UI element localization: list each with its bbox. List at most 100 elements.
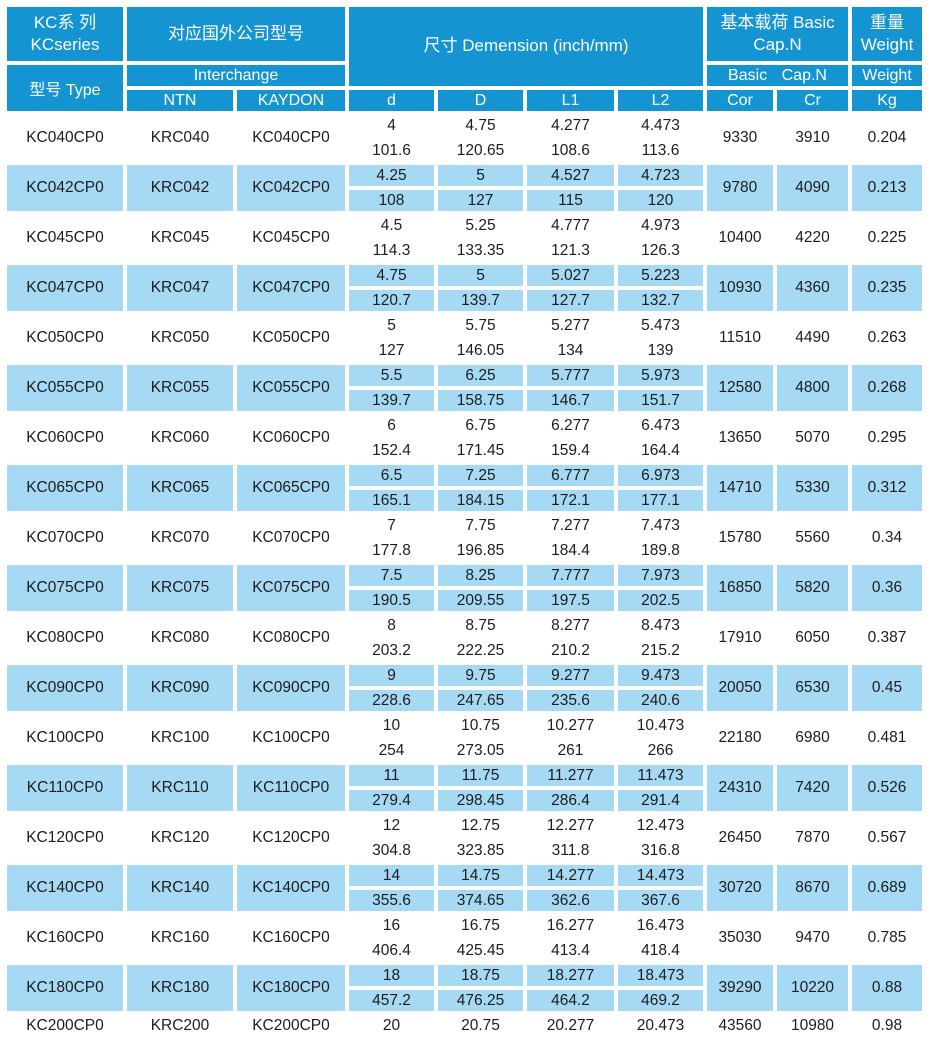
table-row-mm: 120.7 139.7 127.7 132.7 <box>7 290 922 311</box>
dim-d-inch: 18 <box>349 965 434 986</box>
dim-L1-inch: 6.277 <box>551 416 590 434</box>
kg-cell: 0.526 <box>852 765 923 811</box>
header-weight-line2: Weight <box>860 35 914 54</box>
dim-L1-mm: 362.6 <box>527 890 614 911</box>
dim-L2-mm: 367.6 <box>618 890 703 911</box>
header-col-L1: L1 <box>527 90 614 111</box>
table-row-mm: 108 127 115 120 <box>7 190 922 211</box>
dim-L1-inch: 4.527 <box>527 165 614 186</box>
header-basic-cap-line2: Cap.N <box>753 35 802 54</box>
ntn-cell: KRC140 <box>127 865 233 911</box>
cor-cell: 9780 <box>707 165 773 211</box>
ntn-cell: KRC090 <box>127 665 233 711</box>
dim-D-inch: 18.75 <box>438 965 523 986</box>
ntn-cell: KRC075 <box>127 565 233 611</box>
cr-cell: 9470 <box>795 929 830 946</box>
dim-L1-mm: 235.6 <box>527 690 614 711</box>
dim-d-mm: 101.6 <box>372 141 411 159</box>
kaydon-cell: KC055CP0 <box>237 365 345 411</box>
dim-d-inch: 5 <box>387 316 396 334</box>
dim-D-inch: 12.75 <box>461 816 500 834</box>
dim-d-inch: 4 <box>387 116 396 134</box>
dim-d-mm: 190.5 <box>349 590 434 611</box>
dim-L1-inch: 6.777 <box>527 465 614 486</box>
dim-L2-mm: 418.4 <box>641 941 680 959</box>
dim-L1-mm: 286.4 <box>527 790 614 811</box>
kaydon-cell: KC120CP0 <box>252 829 330 846</box>
type-cell: KC120CP0 <box>26 829 104 846</box>
dim-D-inch: 5 <box>438 265 523 286</box>
dim-L2-mm: 151.7 <box>618 390 703 411</box>
ntn-cell: KRC045 <box>150 229 210 246</box>
dim-d-mm: 139.7 <box>349 390 434 411</box>
ntn-cell: KRC070 <box>150 529 210 546</box>
cr-cell: 10220 <box>777 965 849 1011</box>
dim-d-mm: 152.4 <box>372 441 411 459</box>
dim-L1-inch: 9.277 <box>527 665 614 686</box>
kg-cell: 0.204 <box>867 129 907 146</box>
dim-L2-inch: 12.473 <box>636 816 685 834</box>
dim-D-mm: 146.05 <box>456 341 505 359</box>
dim-L1-inch: 5.777 <box>527 365 614 386</box>
dim-D-inch: 10.75 <box>461 716 500 734</box>
header-weight-group: 重量 Weight <box>852 7 923 61</box>
kg-cell: 0.481 <box>867 729 907 746</box>
dim-L2-mm: 139 <box>647 341 674 359</box>
dim-d-mm: 108 <box>349 190 434 211</box>
dim-d-mm: 177.8 <box>372 541 411 559</box>
dim-d-mm: 114.3 <box>372 241 411 259</box>
dim-L1-inch: 4.277 <box>551 116 590 134</box>
dim-L1-inch: 14.277 <box>527 865 614 886</box>
type-cell: KC047CP0 <box>7 265 123 311</box>
ntn-cell: KRC050 <box>150 329 210 346</box>
dim-L1-mm: 311.8 <box>551 841 590 859</box>
dim-D-inch: 16.75 <box>461 916 500 934</box>
dim-L2-inch: 7.973 <box>618 565 703 586</box>
dim-D-inch: 4.75 <box>465 116 496 134</box>
table-row: KC140CP0 KRC140 KC140CP0 14 14.75 14.277 14.47… <box>7 865 923 911</box>
cor-cell: 9330 <box>722 129 758 146</box>
dim-L2-mm: 164.4 <box>641 441 680 459</box>
header-row-columns: NTN KAYDON d D L1 L2 Cor Cr Kg <box>7 90 923 111</box>
ntn-cell: KRC120 <box>150 829 210 846</box>
dim-d-inch: 6 <box>387 416 396 434</box>
cor-cell: 15780 <box>718 529 762 546</box>
cr-cell: 7420 <box>777 765 849 811</box>
table-row: KC160CP0 KRC160 KC160CP0 16 16.75 16.277 16.47… <box>7 915 922 947</box>
dim-L1-inch: 8.277 <box>551 616 590 634</box>
kaydon-cell: KC047CP0 <box>237 265 345 311</box>
header-dimension-group: 尺寸 Demension (inch/mm) <box>349 7 703 86</box>
table-row: KC110CP0 KRC110 KC110CP0 11 11.75 11.277 11.47… <box>7 765 923 811</box>
type-cell: KC160CP0 <box>26 929 104 946</box>
header-kc-series: KC系 列 KCseries <box>7 7 123 61</box>
dim-L2-inch: 5.473 <box>641 316 680 334</box>
dim-L1-mm: 134 <box>557 341 584 359</box>
header-kc-series-line2: KCseries <box>30 35 100 54</box>
cr-cell: 7870 <box>795 829 830 846</box>
dim-D-mm: 247.65 <box>438 690 523 711</box>
header-basic-cap-sub: Basic Cap.N <box>707 65 849 86</box>
dim-d-inch: 8 <box>387 616 396 634</box>
table-row-mm: 457.2 476.25 464.2 469.2 <box>7 990 922 1011</box>
type-cell: KC055CP0 <box>7 365 123 411</box>
dim-D-mm: 184.15 <box>438 490 523 511</box>
dim-L2-mm: 120 <box>618 190 703 211</box>
table-row: KC075CP0 KRC075 KC075CP0 7.5 8.25 7.777 7.973 1… <box>7 565 923 611</box>
dim-d-inch: 7.5 <box>349 565 434 586</box>
dim-L1-mm: 146.7 <box>527 390 614 411</box>
ntn-cell: KRC055 <box>127 365 233 411</box>
ntn-cell: KRC040 <box>150 129 210 146</box>
table-row: KC045CP0 KRC045 KC045CP0 4.5 5.25 4.777 4.973 1… <box>7 215 922 247</box>
dim-d-mm: 203.2 <box>372 641 411 659</box>
table-row: KC120CP0 KRC120 KC120CP0 12 12.75 12.277 12.47… <box>7 815 922 847</box>
table-row: KC065CP0 KRC065 KC065CP0 6.5 7.25 6.777 6.973 1… <box>7 465 923 511</box>
dim-D-mm: 298.45 <box>438 790 523 811</box>
table-row: KC042CP0 KRC042 KC042CP0 4.25 5 4.527 4.723 978… <box>7 165 923 211</box>
type-cell: KC060CP0 <box>26 429 104 446</box>
cr-cell: 6530 <box>777 665 849 711</box>
dim-L2-inch: 7.473 <box>641 516 680 534</box>
table-row-mm: 177.8 196.85 184.4 189.8 <box>7 540 922 561</box>
cr-cell: 10980 <box>790 1017 835 1034</box>
table-row-mm: 127 146.05 134 139 <box>7 340 922 361</box>
